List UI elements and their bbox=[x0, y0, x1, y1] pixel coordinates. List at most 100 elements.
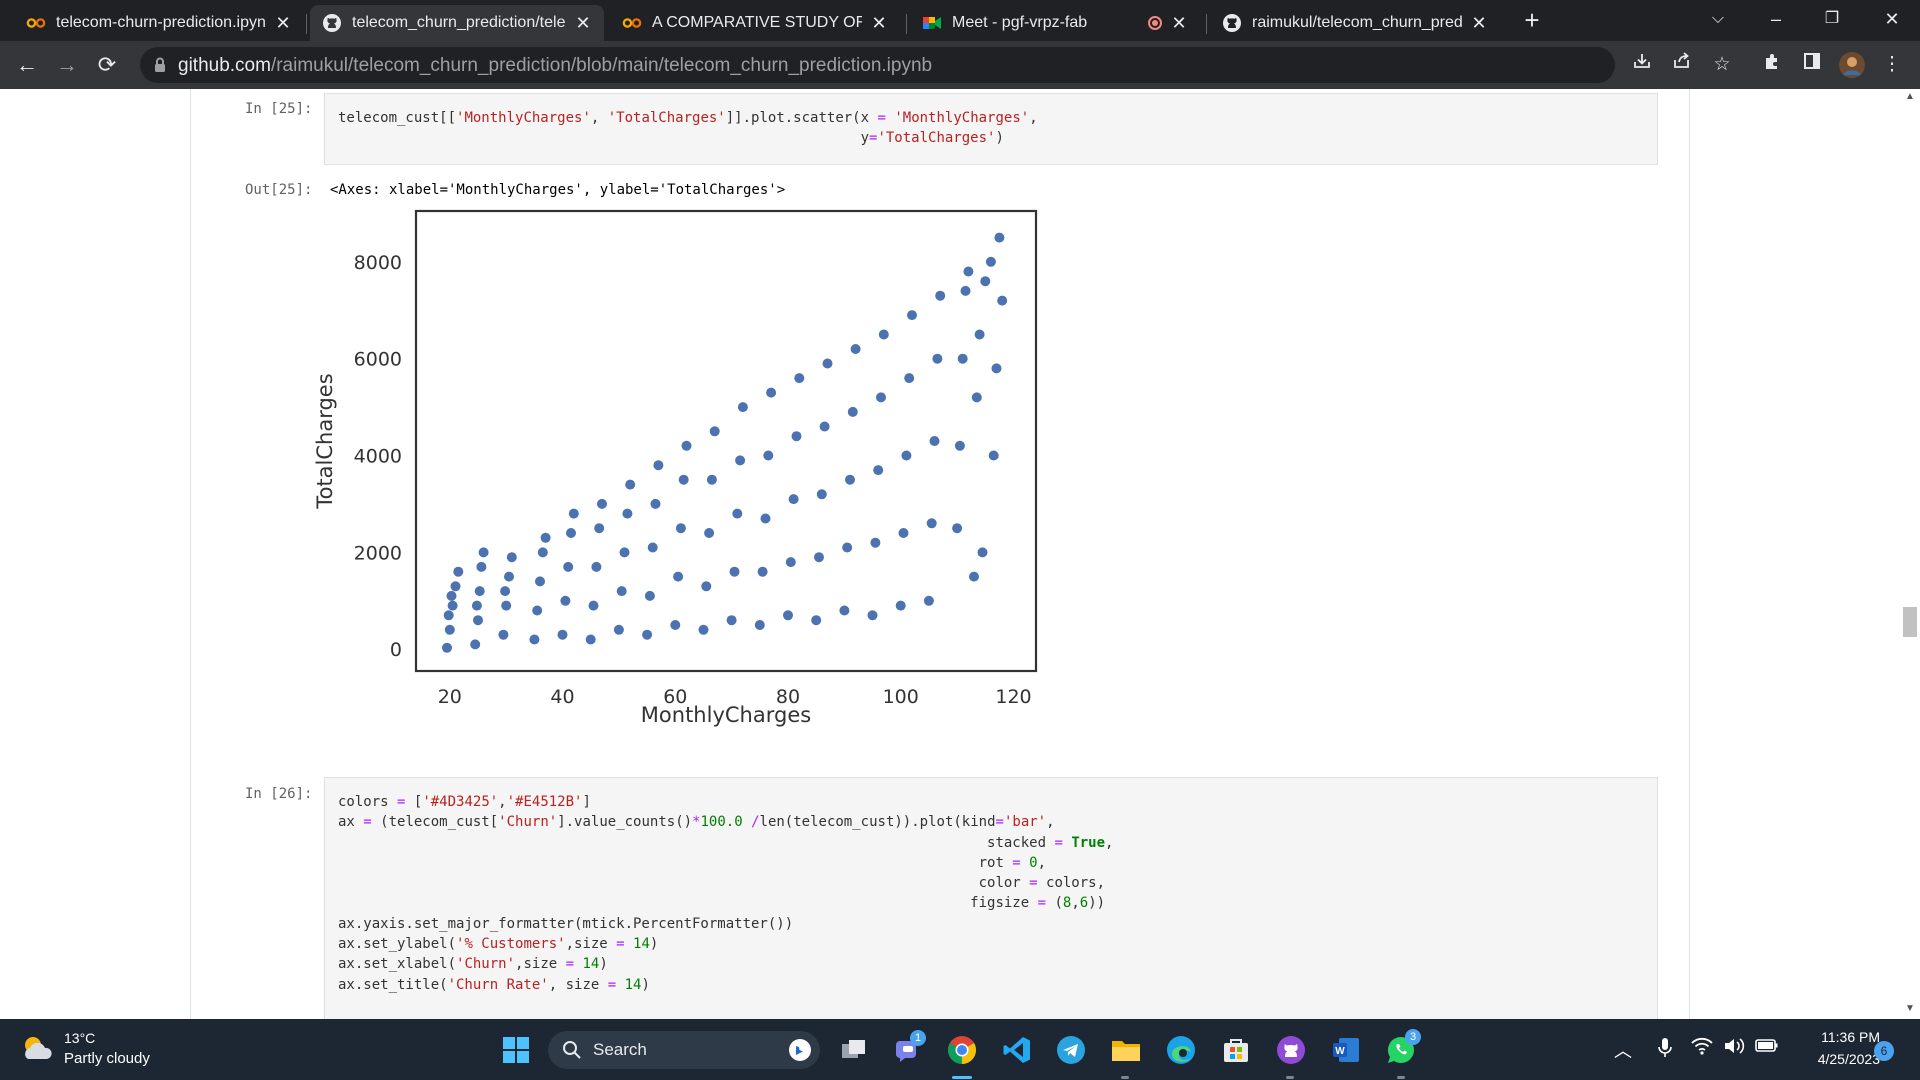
scatter-point bbox=[726, 615, 737, 626]
scatter-point bbox=[447, 600, 458, 611]
github-desktop-icon[interactable] bbox=[1272, 1031, 1310, 1069]
restore-button[interactable]: ❐ bbox=[1824, 10, 1840, 27]
close-icon[interactable]: ✕ bbox=[871, 12, 887, 33]
edge-icon[interactable] bbox=[1162, 1031, 1200, 1069]
scatter-point bbox=[847, 406, 858, 417]
close-icon[interactable]: ✕ bbox=[275, 12, 291, 33]
close-icon[interactable]: ✕ bbox=[575, 12, 591, 33]
file-explorer-icon[interactable] bbox=[1107, 1031, 1145, 1069]
close-icon[interactable]: ✕ bbox=[1171, 12, 1187, 33]
share-icon[interactable] bbox=[1668, 51, 1696, 79]
tab-title: Meet - pgf-vrpz-fab bbox=[952, 14, 1088, 31]
forward-button[interactable]: → bbox=[56, 52, 78, 77]
taskbar-search-box[interactable]: Search bbox=[548, 1031, 820, 1069]
scrollbar-thumb[interactable] bbox=[1903, 607, 1917, 637]
microsoft-store-icon[interactable] bbox=[1217, 1031, 1255, 1069]
telegram-icon[interactable] bbox=[1052, 1031, 1090, 1069]
tab-title: raimukul/telecom_churn_predicti bbox=[1252, 14, 1462, 31]
minimize-button[interactable]: – bbox=[1770, 9, 1781, 29]
scatter-point bbox=[788, 494, 799, 505]
scatter-point bbox=[529, 634, 540, 645]
extensions-icon[interactable] bbox=[1758, 51, 1786, 79]
scatter-point bbox=[991, 363, 1002, 374]
search-placeholder: Search bbox=[593, 1040, 647, 1059]
scatter-point bbox=[963, 266, 974, 277]
scatter-point bbox=[904, 373, 915, 384]
bookmark-star-icon[interactable]: ☆ bbox=[1713, 54, 1731, 75]
scatter-point bbox=[594, 523, 605, 534]
scatter-point bbox=[974, 329, 985, 340]
word-icon[interactable]: W bbox=[1327, 1031, 1365, 1069]
tab-title: telecom-churn-prediction.ipynb bbox=[56, 14, 266, 31]
notification-count-badge[interactable]: 6 bbox=[1874, 1041, 1894, 1061]
close-icon[interactable]: ✕ bbox=[1471, 12, 1487, 33]
battery-icon[interactable] bbox=[1755, 1037, 1779, 1058]
vscode-icon[interactable] bbox=[998, 1031, 1036, 1069]
scatter-point bbox=[754, 620, 765, 630]
reload-button[interactable]: ⟳ bbox=[97, 52, 117, 77]
wifi-icon[interactable] bbox=[1691, 1037, 1713, 1060]
cell-25-code[interactable]: telecom_cust[['MonthlyCharges', 'TotalCh… bbox=[324, 93, 1658, 165]
x-tick-labels: 20 40 60 80 100 120 bbox=[438, 686, 1032, 708]
chrome-menu-icon[interactable]: ⋮ bbox=[1882, 54, 1902, 75]
scatter-point bbox=[560, 595, 571, 606]
scatter-point bbox=[845, 474, 855, 485]
cell-25-out-prompt: Out[25]: bbox=[245, 182, 313, 198]
weather-description: Partly cloudy bbox=[64, 1050, 150, 1067]
scatter-point bbox=[670, 620, 681, 630]
close-window-button[interactable]: ✕ bbox=[1884, 9, 1900, 29]
profile-avatar[interactable] bbox=[1838, 51, 1866, 79]
scatter-point bbox=[977, 547, 988, 558]
url-path: /raimukul/telecom_churn_prediction/blob/… bbox=[270, 55, 933, 76]
scatter-point bbox=[735, 455, 746, 466]
scatter-point bbox=[757, 566, 768, 577]
tab-google-meet[interactable]: Meet - pgf-vrpz-fab ✕ bbox=[910, 5, 1200, 41]
scatter-point bbox=[935, 290, 946, 301]
clock-date[interactable]: 4/25/2023 bbox=[1817, 1051, 1880, 1067]
page-scrollbar[interactable] bbox=[1900, 89, 1920, 1019]
scatter-point bbox=[442, 642, 452, 653]
scatter-point bbox=[783, 610, 793, 621]
scatter-point bbox=[644, 590, 655, 601]
tab-github-repo[interactable]: raimukul/telecom_churn_predicti ✕ bbox=[1210, 5, 1500, 41]
cell-26-code[interactable]: colors = ['#4D3425','#E4512B'] ax = (tel… bbox=[324, 777, 1658, 1019]
scatter-point bbox=[822, 358, 833, 369]
windows-start-icon[interactable] bbox=[497, 1031, 535, 1069]
tab-search-button[interactable]: ⌵ bbox=[1711, 10, 1725, 27]
github-notebook-viewer: In [25]: telecom_cust[['MonthlyCharges',… bbox=[0, 89, 1920, 1019]
teams-chat-icon[interactable] bbox=[889, 1031, 927, 1069]
scatter-point bbox=[504, 571, 514, 582]
chrome-icon[interactable] bbox=[943, 1031, 981, 1069]
new-tab-button[interactable]: + bbox=[1524, 5, 1540, 35]
scroll-down-arrow[interactable]: ▼ bbox=[1905, 1003, 1915, 1014]
tab-github-notebook[interactable]: telecom_churn_prediction/teleco ✕ bbox=[310, 5, 604, 41]
tab-colab-notebook[interactable]: telecom-churn-prediction.ipynb ✕ bbox=[14, 5, 304, 41]
scatter-point bbox=[591, 561, 602, 572]
scatter-point bbox=[443, 610, 454, 621]
scatter-point bbox=[985, 256, 996, 267]
task-view-icon[interactable] bbox=[835, 1031, 873, 1069]
scatter-point bbox=[811, 615, 822, 626]
scatter-point bbox=[588, 600, 599, 611]
volume-icon[interactable] bbox=[1723, 1037, 1745, 1060]
side-panel-icon[interactable] bbox=[1798, 51, 1826, 79]
tab-title: telecom_churn_prediction/teleco bbox=[352, 14, 566, 31]
y-tick-label: 2000 bbox=[354, 542, 402, 564]
scatter-point bbox=[597, 498, 607, 509]
scatter-point bbox=[819, 421, 830, 432]
address-bar[interactable]: github.com/raimukul/telecom_churn_predic… bbox=[140, 47, 1615, 83]
show-hidden-icons-chevron-icon[interactable]: ︿ bbox=[1614, 1041, 1632, 1061]
scatter-point bbox=[729, 566, 740, 577]
scatter-point bbox=[500, 586, 511, 597]
cell-25-in-prompt: In [25]: bbox=[245, 101, 313, 117]
install-app-icon[interactable] bbox=[1628, 51, 1656, 79]
tab-colab-study[interactable]: A COMPARATIVE STUDY OF MUL ✕ bbox=[610, 5, 900, 41]
scatter-point bbox=[839, 605, 850, 616]
clock-time[interactable]: 11:36 PM bbox=[1821, 1029, 1880, 1045]
scroll-up-arrow[interactable]: ▲ bbox=[1905, 91, 1915, 102]
back-button[interactable]: ← bbox=[16, 52, 38, 77]
scatter-point bbox=[997, 295, 1008, 306]
weather-widget[interactable]: 13°C Partly cloudy bbox=[0, 1019, 170, 1080]
scatter-point bbox=[474, 586, 485, 597]
microphone-icon[interactable] bbox=[1657, 1037, 1673, 1064]
